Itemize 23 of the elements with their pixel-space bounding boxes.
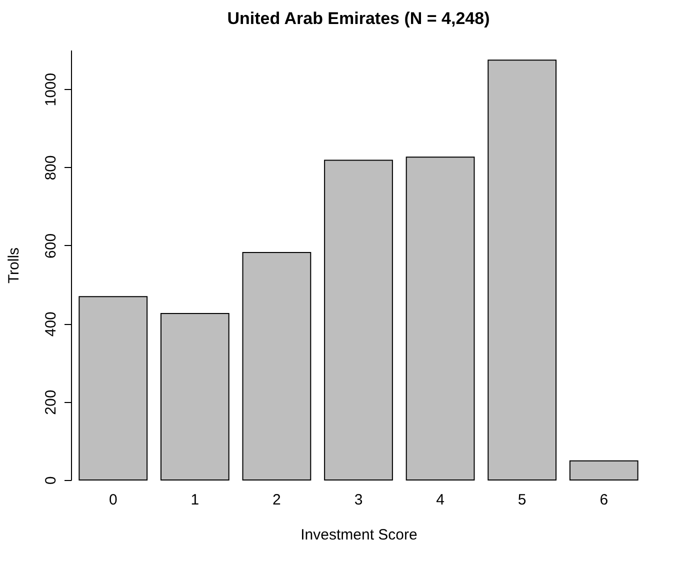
x-axis-title: Investment Score <box>300 526 418 544</box>
y-tick-label: 800 <box>42 155 60 180</box>
x-tick-label: 0 <box>108 492 118 508</box>
x-tick-label: 5 <box>518 492 526 508</box>
bar <box>78 296 148 480</box>
x-tick-label: 1 <box>190 492 200 508</box>
y-tick-label: 400 <box>42 312 60 337</box>
y-tick-label: 200 <box>42 390 60 415</box>
bar <box>160 312 230 480</box>
chart-title: United Arab Emirates (N = 4,248) <box>227 9 490 28</box>
bar <box>242 252 312 480</box>
bar <box>406 156 475 480</box>
bar <box>569 460 638 480</box>
x-tick-label: 3 <box>354 492 363 508</box>
y-tick-label: 1000 <box>42 72 60 106</box>
bar <box>324 160 393 480</box>
y-tick-label: 0 <box>42 476 60 485</box>
y-tick-label: 600 <box>42 233 60 258</box>
x-tick-label: 2 <box>272 492 281 508</box>
x-tick-label: 6 <box>600 492 608 508</box>
bar <box>488 60 557 480</box>
y-axis-title: Trolls <box>6 247 22 284</box>
x-tick-label: 4 <box>436 492 444 508</box>
